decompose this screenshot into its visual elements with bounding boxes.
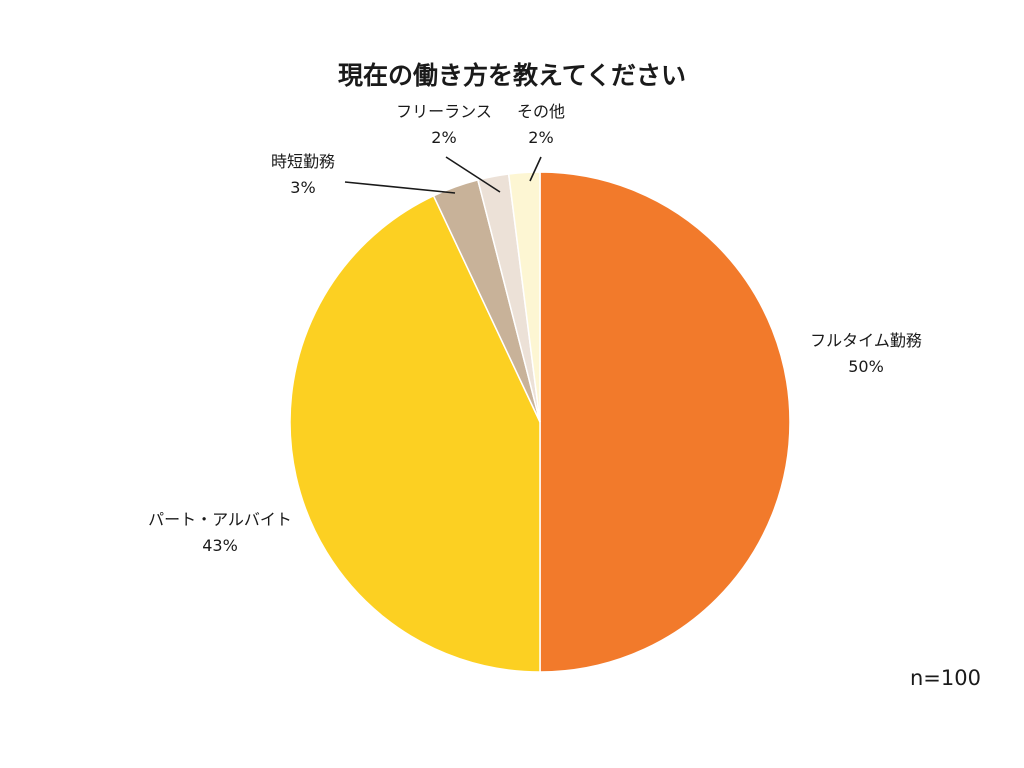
slice-percent-parttime: 43% (202, 536, 238, 555)
slice-percent-shorttime: 3% (290, 178, 315, 197)
leader-line-shorttime (344, 181, 456, 194)
slice-percent-other: 2% (528, 128, 553, 147)
pie-slice-parttime (289, 194, 541, 673)
slice-label-other: その他 (517, 102, 565, 121)
leader-line-freelance (445, 156, 501, 193)
leader-line-other (529, 156, 542, 182)
slice-percent-freelance: 2% (431, 128, 456, 147)
pie-slices (289, 171, 791, 673)
slice-label-freelance: フリーランス (396, 102, 492, 121)
slice-label-fulltime: フルタイム勤務 (810, 331, 922, 350)
leader-lines (344, 156, 542, 194)
slice-label-shorttime: 時短勤務 (271, 152, 335, 171)
pie-slice-other (507, 171, 541, 423)
chart-title: 現在の働き方を教えてください (338, 61, 686, 90)
slice-percent-fulltime: 50% (848, 357, 884, 376)
sample-size-label: n=100 (910, 666, 981, 690)
pie-slice-fulltime (539, 171, 791, 673)
slice-label-parttime: パート・アルバイト (148, 510, 292, 529)
slice-labels: フルタイム勤務 50% パート・アルバイト 43% 時短勤務 3% フリーランス 2% その他 2… (148, 102, 922, 555)
